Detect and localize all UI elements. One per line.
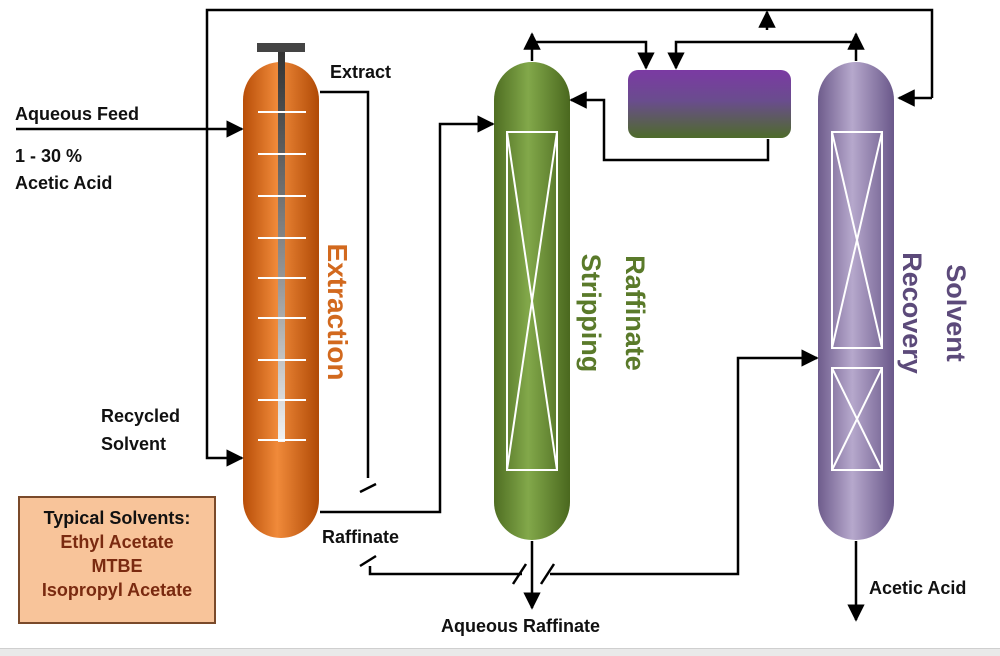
extract-line-b xyxy=(368,566,522,576)
stripping-title-line2: Stripping xyxy=(576,253,606,373)
acetic-acid-label: Acetic Acid xyxy=(869,578,967,598)
stripping-packing xyxy=(506,131,558,471)
aqueous-feed-label: Aqueous Feed xyxy=(15,104,140,124)
aqueous-raffinate-label: Aqueous Raffinate xyxy=(441,616,601,636)
typical-solvents-box: Typical Solvents: Ethyl Acetate MTBE Iso… xyxy=(18,496,216,624)
extract-break-2 xyxy=(359,554,377,568)
agitator-motor xyxy=(257,43,305,52)
extraction-column xyxy=(243,43,319,538)
decanter-return xyxy=(569,91,770,162)
bottom-edge-bar xyxy=(0,648,1000,656)
solvent-item: MTBE xyxy=(91,556,143,576)
feed-component-label: Acetic Acid xyxy=(15,173,113,193)
decanter-vessel xyxy=(628,70,791,138)
recovery-packing-upper xyxy=(831,131,883,349)
raffinate-line xyxy=(320,115,495,514)
feed-concentration-label: 1 - 30 % xyxy=(15,146,83,166)
recovery-packing-lower xyxy=(831,367,883,471)
piping xyxy=(16,8,934,622)
solvent-item: Isopropyl Acetate xyxy=(41,580,193,600)
solvents-title: Typical Solvents: xyxy=(43,508,191,528)
extract-label: Extract xyxy=(330,62,392,82)
stripping-column xyxy=(494,62,570,540)
strip-to-decanter xyxy=(532,40,655,70)
solvent-item: Ethyl Acetate xyxy=(60,532,174,552)
recovery-column xyxy=(818,62,894,540)
cross-break-2 xyxy=(539,563,556,585)
raffinate-label: Raffinate xyxy=(322,527,400,547)
extract-break xyxy=(359,482,377,494)
recovery-title-line1: Solvent xyxy=(941,264,971,362)
extraction-title: Extraction xyxy=(322,243,353,381)
recovery-title-line2: Recovery xyxy=(897,252,927,374)
recycle-solvent-line xyxy=(205,8,934,467)
solvent-label: Solvent xyxy=(101,434,167,454)
recovery-to-decanter xyxy=(667,40,856,70)
stripping-title-line1: Raffinate xyxy=(620,255,650,371)
recycled-label: Recycled xyxy=(101,406,181,426)
cross-break-1 xyxy=(511,563,528,585)
extraction-trays xyxy=(258,111,306,441)
agitator-shaft xyxy=(278,52,285,442)
extract-line-a xyxy=(320,90,370,478)
extract-line-c xyxy=(550,349,819,576)
